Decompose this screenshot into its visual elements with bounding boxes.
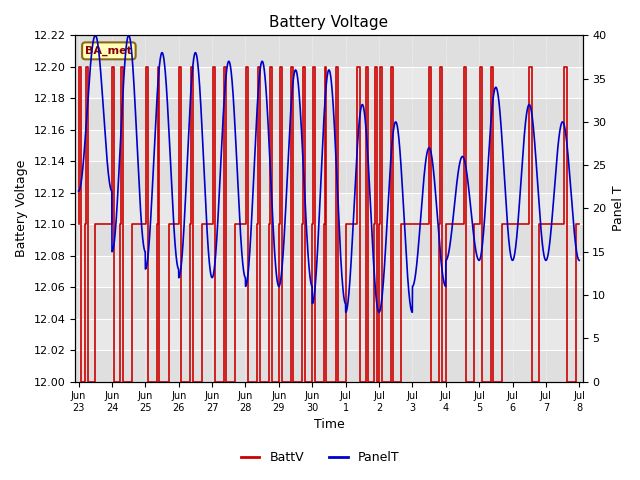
BattV [528, 379, 536, 384]
Y-axis label: Battery Voltage: Battery Voltage [15, 160, 28, 257]
PanelT [92, 33, 99, 38]
PanelT [575, 257, 583, 263]
BattV [75, 221, 83, 227]
PanelT [267, 176, 275, 181]
Line: PanelT: PanelT [79, 36, 579, 312]
PanelT [512, 243, 520, 249]
Line: BattV: BattV [79, 67, 579, 382]
Bar [76, 350, 582, 382]
X-axis label: Time: Time [314, 419, 344, 432]
PanelT [566, 173, 573, 179]
BattV [209, 64, 216, 70]
Bar [76, 98, 582, 130]
Text: BA_met: BA_met [85, 46, 132, 56]
Legend: BattV, PanelT: BattV, PanelT [236, 446, 404, 469]
BattV [309, 64, 317, 70]
PanelT [162, 73, 170, 79]
BattV [77, 379, 84, 384]
BattV [76, 64, 83, 70]
BattV [84, 379, 92, 384]
PanelT [408, 310, 416, 315]
Bar [76, 287, 582, 319]
Bar [76, 161, 582, 192]
Bar [76, 224, 582, 256]
Bar [76, 36, 582, 67]
BattV [222, 379, 230, 384]
PanelT [132, 118, 140, 123]
BattV [563, 379, 570, 384]
PanelT [289, 85, 296, 91]
Y-axis label: Panel T: Panel T [612, 186, 625, 231]
BattV [575, 221, 583, 227]
Title: Battery Voltage: Battery Voltage [269, 15, 388, 30]
PanelT [75, 188, 83, 194]
